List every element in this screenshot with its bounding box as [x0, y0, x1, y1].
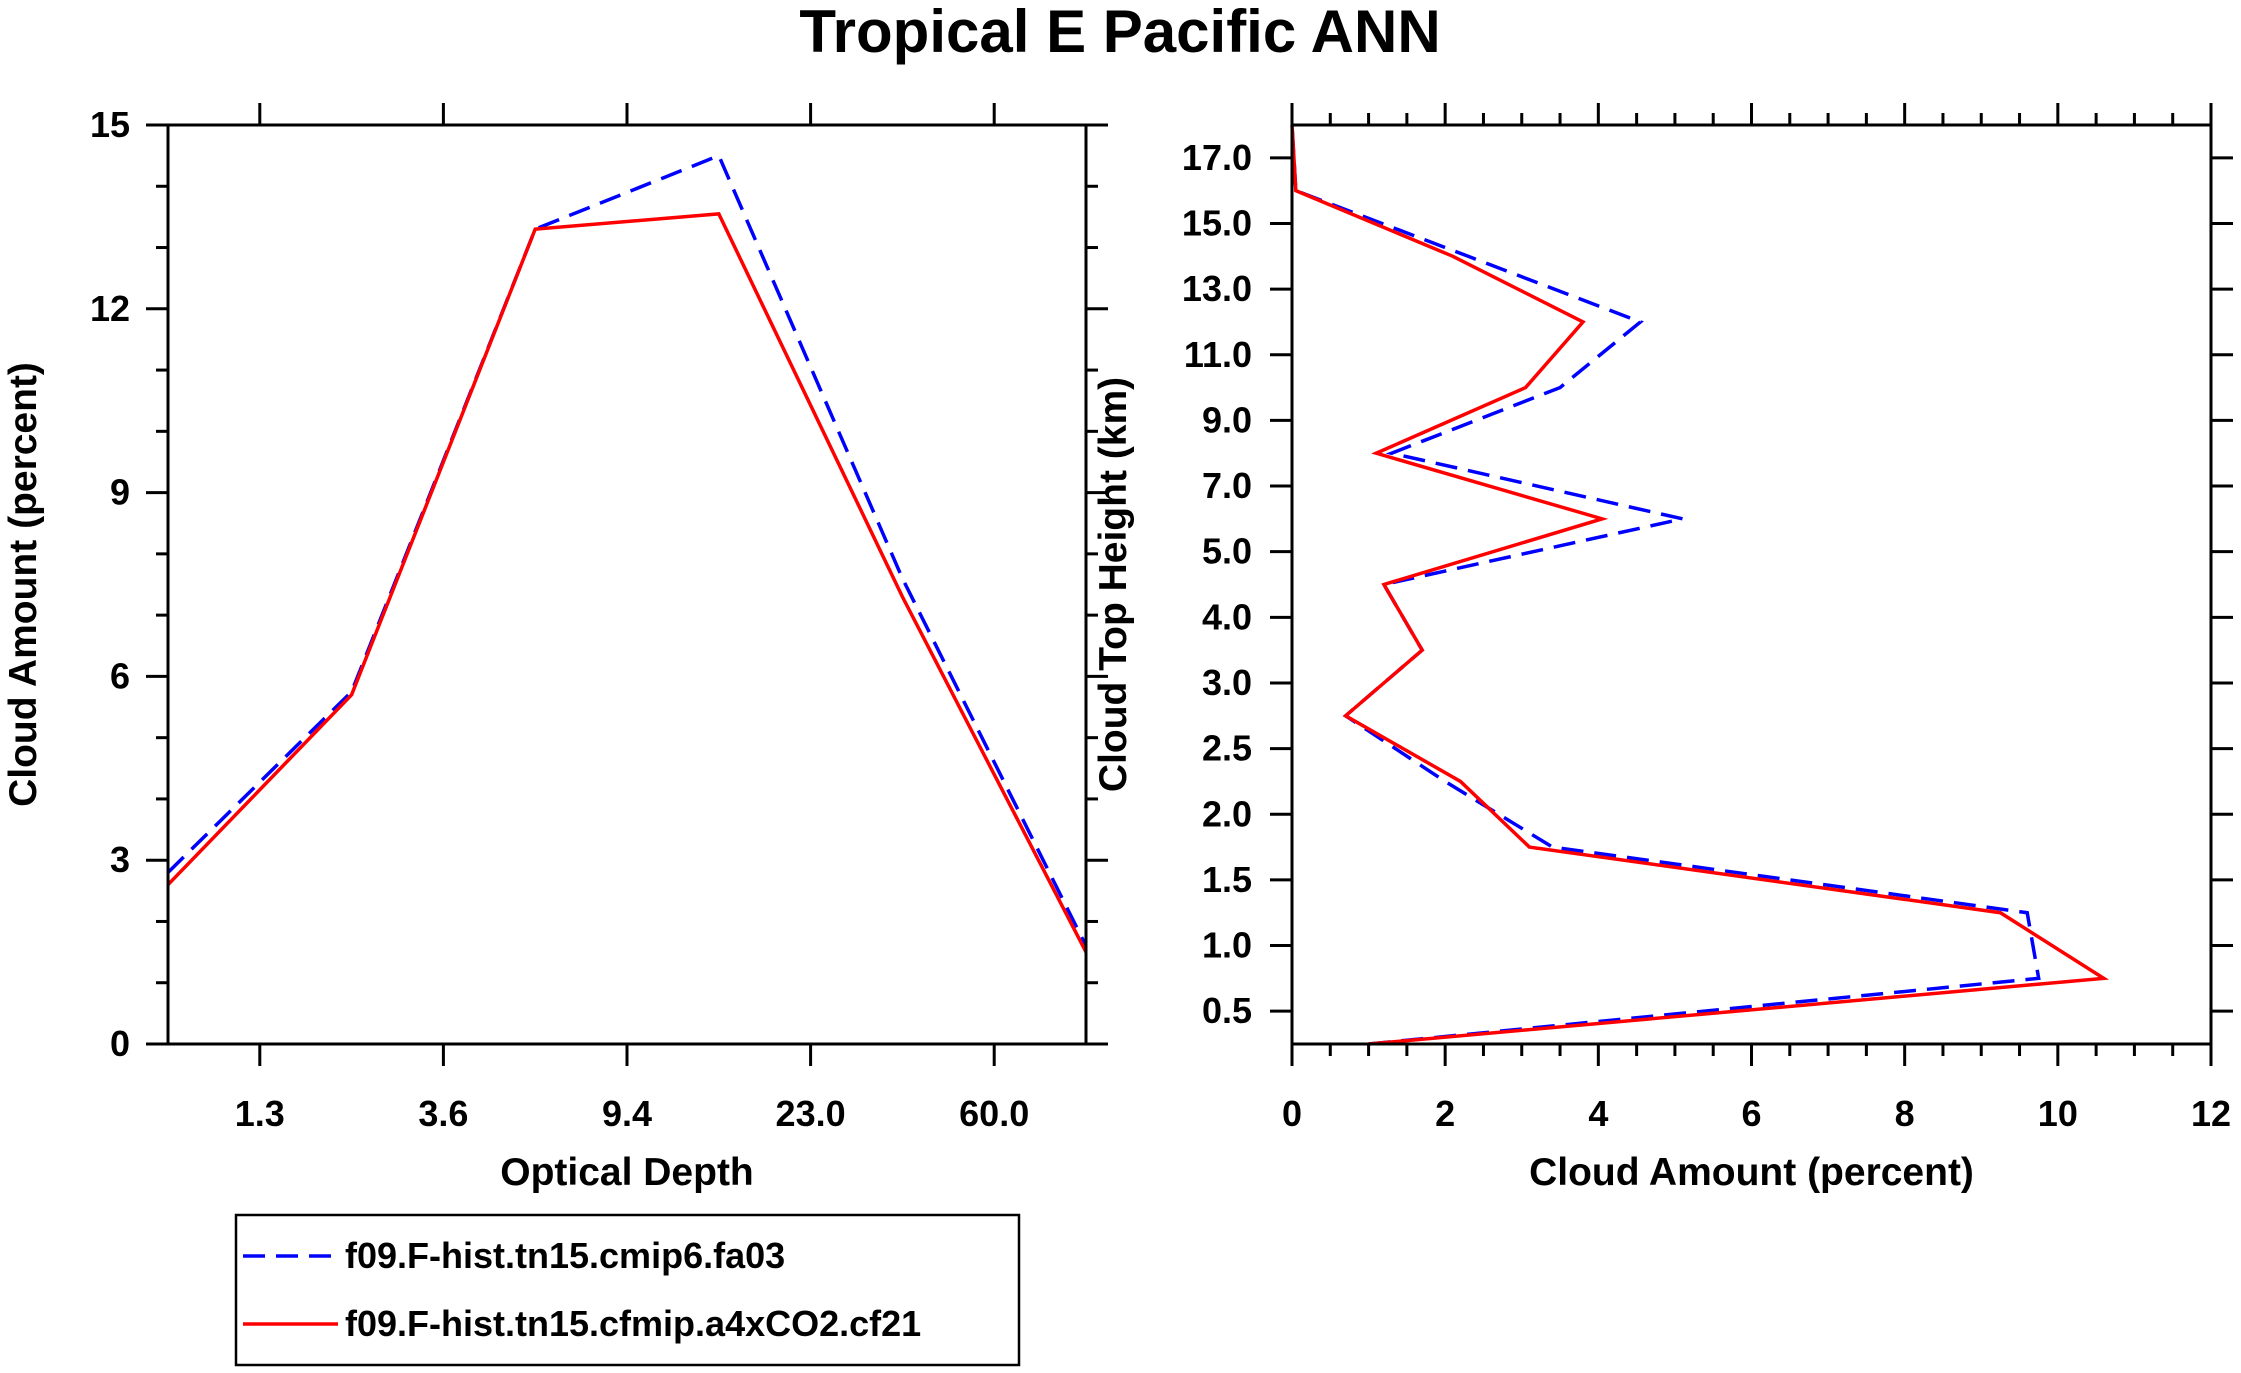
right-x-tick-label: 0 — [1282, 1093, 1302, 1134]
right-x-axis-label: Cloud Amount (percent) — [1529, 1151, 1974, 1194]
right-y-tick-label: 4.0 — [1202, 596, 1252, 637]
left-y-axis-label: Cloud Amount (percent) — [2, 362, 45, 807]
left-series-cf21 — [166, 211, 1088, 953]
right-y-tick-label: 3.0 — [1202, 662, 1252, 703]
left-chart: 0 3 6 9 12 15 1.3 3.6 9.4 23.0 60.0 Optical Depth Cl… — [2, 103, 1108, 1194]
right-x-tick-label: 8 — [1895, 1093, 1915, 1134]
right-series-fa03 — [1290, 124, 2041, 1046]
right-y-tick-label: 2.5 — [1202, 728, 1252, 769]
right-plot-frame — [1290, 123, 2213, 1046]
left-y-tick-label: 9 — [110, 472, 130, 513]
right-y-tick-label: 17.0 — [1182, 137, 1252, 178]
left-y-tick-label: 0 — [110, 1023, 130, 1064]
right-chart: 0 2 4 6 8 10 12 0.5 1.0 1.5 2.0 2.5 3.0 4.0 5.0 7.0 9.0 1… — [1092, 103, 2233, 1194]
chart-title: Tropical E Pacific ANN — [799, 0, 1440, 65]
left-x-tick-label: 60.0 — [959, 1093, 1029, 1134]
right-y-tick-label: 2.0 — [1202, 793, 1252, 834]
right-x-tick-label: 10 — [2038, 1093, 2078, 1134]
legend-label-fa03: f09.F-hist.tn15.cmip6.fa03 — [345, 1235, 785, 1276]
left-plot-frame — [166, 123, 1088, 1046]
right-y-tick-label: 1.0 — [1202, 925, 1252, 966]
legend-box — [234, 1213, 1021, 1367]
right-x-tick-label: 12 — [2191, 1093, 2231, 1134]
right-y-axis-label: Cloud Top Height (km) — [1092, 377, 1135, 792]
right-y-tick-label: 13.0 — [1182, 268, 1252, 309]
left-y-tick-label: 3 — [110, 839, 130, 880]
right-x-tick-label: 6 — [1741, 1093, 1761, 1134]
right-y-tick-label: 7.0 — [1202, 465, 1252, 506]
left-x-tick-label: 9.4 — [602, 1093, 652, 1134]
left-series-fa03 — [166, 153, 1088, 947]
right-y-tick-label: 0.5 — [1202, 990, 1252, 1031]
legend: f09.F-hist.tn15.cmip6.fa03 f09.F-hist.tn… — [234, 1213, 1021, 1367]
right-y-tick-label: 11.0 — [1184, 334, 1252, 375]
right-series-cf21 — [1290, 124, 2110, 1046]
left-y-tick-label: 6 — [110, 655, 130, 696]
left-x-axis-label: Optical Depth — [500, 1151, 754, 1194]
right-y-tick-label: 15.0 — [1182, 202, 1252, 243]
left-y-tick-label: 12 — [90, 288, 130, 329]
right-y-tick-label: 9.0 — [1202, 399, 1252, 440]
right-y-tick-label: 1.5 — [1202, 859, 1252, 900]
left-x-tick-label: 23.0 — [776, 1093, 846, 1134]
right-y-tick-label: 5.0 — [1202, 531, 1252, 572]
left-y-tick-label: 15 — [90, 104, 130, 145]
right-x-tick-label: 2 — [1435, 1093, 1455, 1134]
left-x-tick-label: 3.6 — [418, 1093, 468, 1134]
legend-label-cf21: f09.F-hist.tn15.cfmip.a4xCO2.cf21 — [345, 1303, 921, 1344]
right-x-tick-label: 4 — [1588, 1093, 1608, 1134]
left-x-tick-label: 1.3 — [235, 1093, 285, 1134]
